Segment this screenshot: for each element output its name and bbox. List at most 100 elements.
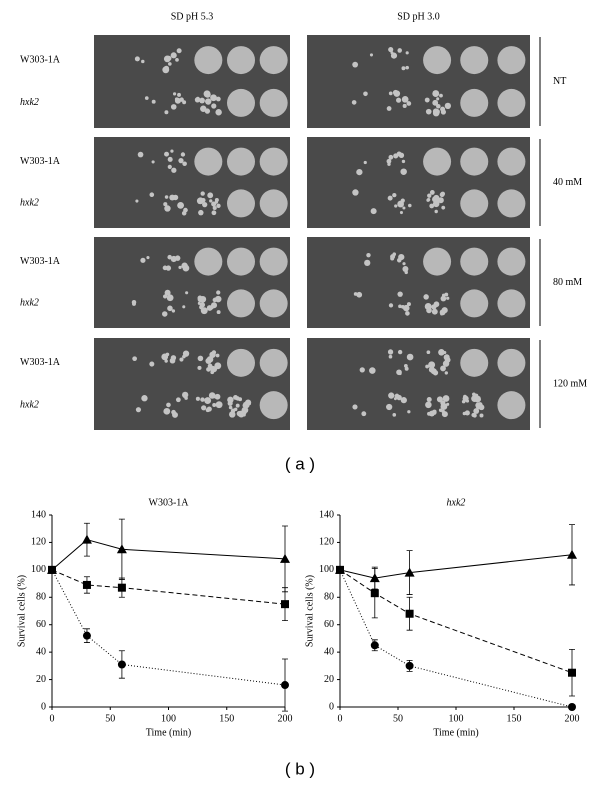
colony — [432, 108, 439, 115]
treatment-label: NT — [553, 76, 566, 87]
colony — [397, 200, 405, 208]
colony — [386, 106, 392, 111]
spot — [194, 46, 223, 75]
colony — [211, 210, 217, 216]
colony — [135, 407, 142, 413]
column-header: SD pH 3.0 — [397, 11, 440, 22]
spot — [423, 247, 452, 276]
colony — [356, 168, 363, 176]
marker — [405, 661, 414, 670]
colony — [149, 192, 155, 198]
colony — [401, 95, 409, 103]
colony — [366, 252, 371, 258]
colony — [392, 192, 397, 198]
x-tick-label: 150 — [507, 713, 522, 724]
colony — [394, 204, 398, 208]
marker — [404, 567, 415, 577]
colony — [215, 401, 223, 409]
colony — [245, 399, 252, 406]
colony — [202, 202, 208, 208]
colony — [441, 293, 446, 298]
colony — [427, 411, 432, 416]
colony — [166, 294, 174, 302]
colony — [227, 396, 234, 404]
colony — [405, 65, 409, 70]
spot — [227, 189, 255, 218]
spot — [259, 289, 288, 318]
colony — [446, 104, 450, 109]
colony — [170, 104, 177, 110]
spot — [259, 348, 288, 377]
spot — [259, 46, 288, 75]
y-tick-label: 80 — [324, 592, 334, 603]
strain-label: W303-1A — [20, 357, 61, 368]
chart-title: W303-1A — [149, 497, 190, 508]
strain-label: hxk2 — [20, 97, 39, 108]
colony — [425, 108, 432, 115]
colony — [473, 408, 480, 414]
colony — [214, 198, 219, 203]
spot — [259, 189, 288, 218]
colony — [146, 256, 150, 260]
treatment-label: 40 mM — [553, 177, 582, 188]
colony — [149, 361, 155, 367]
colony — [396, 369, 402, 376]
x-tick-label: 100 — [449, 713, 464, 724]
colony — [441, 205, 446, 210]
colony — [426, 350, 431, 355]
colony — [200, 307, 208, 315]
x-axis-label: Time (min) — [146, 727, 191, 738]
series-line — [339, 569, 573, 674]
colony — [443, 350, 447, 355]
spot — [460, 147, 489, 176]
colony — [176, 48, 182, 54]
colony — [441, 409, 445, 414]
colony — [390, 51, 394, 55]
colony — [404, 366, 409, 371]
colony — [172, 411, 178, 418]
strain-label: hxk2 — [20, 399, 39, 410]
colony — [212, 297, 218, 303]
series-line — [339, 554, 573, 579]
spot — [497, 46, 526, 75]
spot — [194, 147, 223, 176]
colony — [163, 410, 167, 414]
colony — [177, 92, 181, 97]
colony — [402, 262, 406, 266]
colony — [208, 392, 216, 399]
colony — [198, 209, 204, 216]
colony — [363, 91, 368, 97]
colony — [392, 413, 397, 417]
spot — [227, 46, 255, 75]
y-tick-label: 60 — [36, 619, 46, 630]
colony — [386, 158, 392, 164]
x-tick-label: 150 — [219, 713, 234, 724]
colony — [206, 305, 213, 311]
colony — [162, 311, 168, 317]
colony — [388, 46, 394, 53]
colony — [166, 55, 172, 61]
x-tick-label: 50 — [393, 713, 403, 724]
colony — [172, 194, 179, 201]
colony — [408, 203, 412, 208]
colony — [214, 362, 222, 370]
colony — [436, 97, 440, 101]
colony — [201, 406, 205, 410]
colony — [403, 304, 410, 312]
colony — [446, 296, 450, 300]
colony — [204, 91, 211, 98]
colony — [397, 349, 403, 355]
colony — [364, 259, 371, 266]
colony — [197, 355, 204, 362]
spot — [194, 247, 223, 276]
y-tick-label: 0 — [329, 701, 334, 712]
colony — [164, 195, 169, 199]
marker — [117, 583, 126, 592]
colony — [216, 310, 221, 315]
plate-photo — [307, 338, 530, 430]
plate-photo — [94, 137, 290, 228]
spot — [460, 348, 489, 377]
colony — [170, 149, 174, 153]
colony — [170, 52, 177, 59]
plate-photo — [94, 35, 290, 128]
